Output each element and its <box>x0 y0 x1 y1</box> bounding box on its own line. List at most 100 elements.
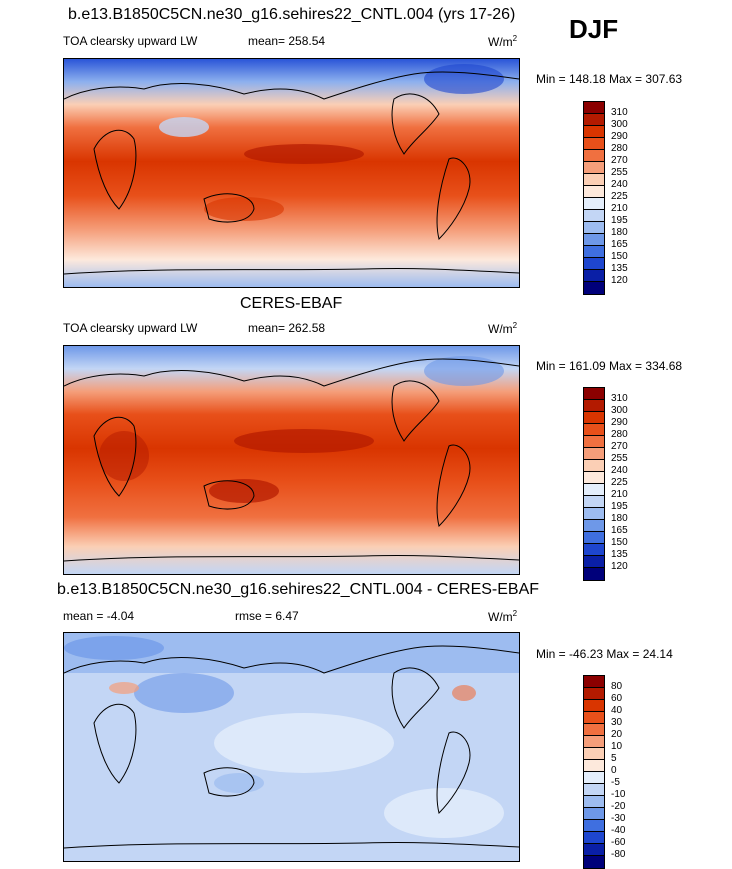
panel2-colorbar-tick: 195 <box>611 501 628 512</box>
panel2-colorbar-tick: 225 <box>611 477 628 488</box>
panel3-colorbar-tick: -10 <box>611 789 626 800</box>
panel1-colorbar-tick: 290 <box>611 131 628 142</box>
panel1-colorbar-tick: 255 <box>611 167 628 178</box>
panel2-colorbar-tick: 135 <box>611 549 628 560</box>
panel1-units: W/m2 <box>488 34 518 49</box>
panel2-colorbar-tick: 300 <box>611 405 628 416</box>
panel1-colorbar-tick: 310 <box>611 107 628 118</box>
panel1-colorbar-tick: 210 <box>611 203 628 214</box>
panel1-colorbar-swatch <box>584 150 604 162</box>
panel1-colorbar-swatch <box>584 162 604 174</box>
panel2-colorbar-swatch <box>584 400 604 412</box>
panel2-colorbar-swatch <box>584 424 604 436</box>
panel2-minmax: Min = 161.09 Max = 334.68 <box>536 359 683 373</box>
panel2-colorbar-tick: 255 <box>611 453 628 464</box>
panel1-colorbar-swatch <box>584 174 604 186</box>
panel3-colorbar-swatch <box>584 736 604 748</box>
panel3-colorbar-tick: -20 <box>611 801 626 812</box>
panel1-mean: mean= 258.54 <box>248 34 326 48</box>
panel1-colorbar-tick: 150 <box>611 251 628 262</box>
panel2-colorbar-tick: 120 <box>611 561 628 572</box>
panel3-colorbar-tick: -5 <box>611 777 620 788</box>
panel1-variable-label: TOA clearsky upward LW <box>63 34 198 48</box>
panel2-title: CERES-EBAF <box>240 295 343 312</box>
panel1-colorbar-swatch <box>584 138 604 150</box>
panel3-colorbar-swatch <box>584 808 604 820</box>
panel3-colorbar-swatch <box>584 844 604 856</box>
panel3-colorbar-tick: 40 <box>611 705 623 716</box>
panel3-title: b.e13.B1850C5CN.ne30_g16.sehires22_CNTL.… <box>57 581 540 598</box>
panel2-colorbar-swatch <box>584 556 604 568</box>
panel2-colorbar-tick: 165 <box>611 525 628 536</box>
panel3-colorbar-swatch <box>584 748 604 760</box>
panel1-colorbar-tick: 240 <box>611 179 628 190</box>
panel2-map <box>63 345 520 575</box>
panel3-colorbar-tick: 5 <box>611 753 617 764</box>
panel1-colorbar-swatch <box>584 186 604 198</box>
panel3-colorbar-tick: 80 <box>611 681 623 692</box>
panel1-colorbar-swatch <box>584 246 604 258</box>
panel3-colorbar-tick: -40 <box>611 825 626 836</box>
panel1-map-svg <box>64 59 519 287</box>
panel3-minmax: Min = -46.23 Max = 24.14 <box>536 647 673 661</box>
panel1-colorbar-tick: 300 <box>611 119 628 130</box>
panel3-colorbar-tick: 10 <box>611 741 623 752</box>
panel2-colorbar-swatch <box>584 520 604 532</box>
panel3-colorbar-swatch <box>584 820 604 832</box>
panel1-colorbar-swatch <box>584 210 604 222</box>
panel3-colorbar-swatch <box>584 676 604 688</box>
panel2-colorbar-tick: 240 <box>611 465 628 476</box>
season-label: DJF <box>569 14 619 44</box>
panel3-colorbar-tick: 60 <box>611 693 623 704</box>
panel2-map-svg <box>64 346 519 574</box>
panel1-colorbar-swatch <box>584 102 604 114</box>
panel3-colorbar-tick: -30 <box>611 813 626 824</box>
panel3-colorbar-swatch <box>584 796 604 808</box>
panel1-colorbar-swatch <box>584 282 604 294</box>
panel3-colorbar-tick: -60 <box>611 837 626 848</box>
panel2-mean: mean= 262.58 <box>248 321 326 335</box>
panel3-colorbar-swatch <box>584 712 604 724</box>
panel1-colorbar-tick: 180 <box>611 227 628 238</box>
panel2-colorbar-swatch <box>584 532 604 544</box>
panel1-colorbar-labels: 310 300 290 280 270 255 240 225 210 195 … <box>583 101 643 293</box>
panel1-colorbar-swatch <box>584 198 604 210</box>
panel1-colorbar-swatch <box>584 234 604 246</box>
panel3-colorbar-swatch <box>584 832 604 844</box>
panel3-mean: mean = -4.04 <box>63 609 135 623</box>
panel2-colorbar-tick: 210 <box>611 489 628 500</box>
panel1-colorbar-tick: 225 <box>611 191 628 202</box>
panel3-colorbar-swatch <box>584 688 604 700</box>
panel1-title: b.e13.B1850C5CN.ne30_g16.sehires22_CNTL.… <box>68 6 516 23</box>
panel1-colorbar-tick: 280 <box>611 143 628 154</box>
panel3-colorbar-tick: 30 <box>611 717 623 728</box>
panel3-colorbar-tick: -80 <box>611 849 626 860</box>
panel2-units: W/m2 <box>488 321 518 336</box>
panel1-minmax: Min = 148.18 Max = 307.63 <box>536 72 683 86</box>
panel2-colorbar <box>583 387 605 581</box>
panel2-colorbar-swatch <box>584 508 604 520</box>
panel1-colorbar <box>583 101 605 295</box>
panel2-colorbar-swatch <box>584 460 604 472</box>
panel3-colorbar-swatch <box>584 772 604 784</box>
panel3-colorbar-swatch <box>584 760 604 772</box>
panel2-colorbar-tick: 280 <box>611 429 628 440</box>
panel3-colorbar-swatch <box>584 724 604 736</box>
panel1-colorbar-swatch <box>584 258 604 270</box>
panel2-colorbar-swatch <box>584 496 604 508</box>
panel3-colorbar-tick: 20 <box>611 729 623 740</box>
panel2-colorbar-tick: 290 <box>611 417 628 428</box>
panel3-colorbar-tick: 0 <box>611 765 617 776</box>
panel3-units: W/m2 <box>488 609 518 624</box>
panel2-colorbar-swatch <box>584 544 604 556</box>
panel1-colorbar-tick: 195 <box>611 215 628 226</box>
panel2-colorbar-swatch <box>584 448 604 460</box>
panel2-colorbar-labels: 310 300 290 280 270 255 240 225 210 195 … <box>583 387 643 579</box>
panel1-colorbar-tick: 165 <box>611 239 628 250</box>
panel2-colorbar-swatch <box>584 388 604 400</box>
panel2-colorbar-tick: 150 <box>611 537 628 548</box>
panel2-colorbar-swatch <box>584 484 604 496</box>
panel1-colorbar-swatch <box>584 222 604 234</box>
panel1-colorbar-tick: 135 <box>611 263 628 274</box>
panel2-colorbar-tick: 180 <box>611 513 628 524</box>
